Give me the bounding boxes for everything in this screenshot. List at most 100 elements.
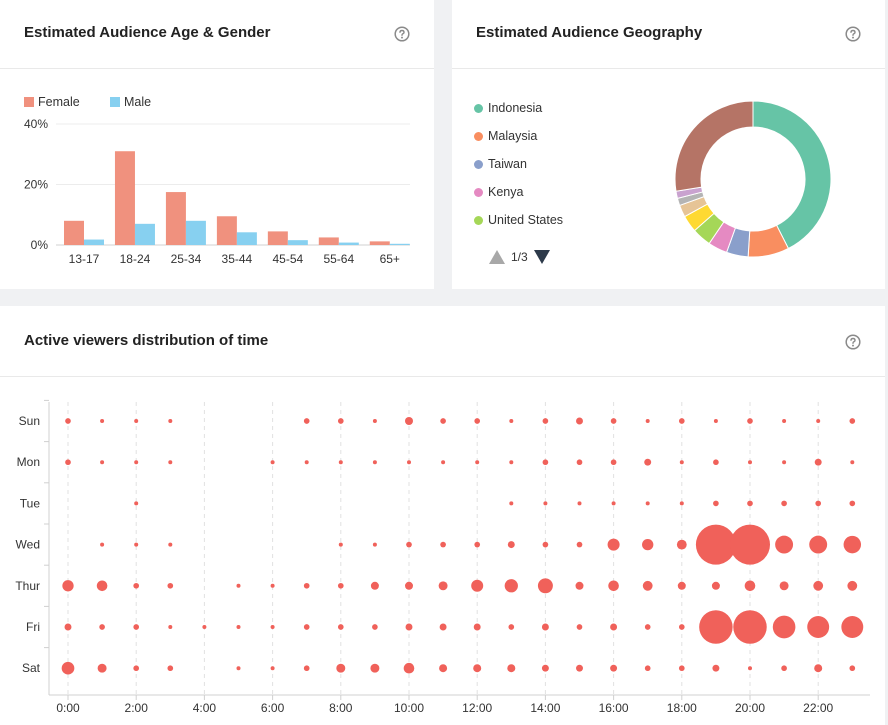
bubble-mon-22[interactable]: [814, 458, 822, 466]
bubble-sat-18[interactable]: [678, 665, 685, 672]
triangle-up-icon[interactable]: [489, 250, 505, 264]
bubble-sat-23[interactable]: [849, 665, 856, 672]
legend-item[interactable]: Taiwan: [474, 150, 563, 178]
bubble-mon-2[interactable]: [134, 460, 139, 465]
bubble-tue-15[interactable]: [577, 501, 582, 506]
bubble-fri-5[interactable]: [236, 625, 241, 629]
bubble-sat-2[interactable]: [133, 665, 140, 672]
bubble-thur-21[interactable]: [779, 581, 789, 591]
bubble-mon-14[interactable]: [542, 459, 549, 466]
bubble-mon-0[interactable]: [65, 459, 71, 466]
bubble-sun-20[interactable]: [747, 418, 753, 424]
legend-item[interactable]: Kenya: [474, 178, 563, 206]
bubble-wed-20[interactable]: [730, 524, 770, 565]
bubble-fri-14[interactable]: [541, 623, 549, 631]
question-circle-icon[interactable]: [845, 26, 861, 42]
legend-item[interactable]: Indonesia: [474, 94, 563, 122]
donut-slice[interactable]: [674, 100, 754, 192]
bubble-sat-19[interactable]: [712, 664, 720, 672]
legend-swatch-male[interactable]: [110, 97, 120, 107]
bubble-mon-21[interactable]: [782, 460, 787, 465]
bubble-sun-17[interactable]: [645, 419, 650, 423]
bubble-fri-6[interactable]: [270, 625, 275, 629]
bubble-mon-13[interactable]: [509, 460, 514, 465]
bubble-sun-3[interactable]: [168, 419, 173, 423]
bubble-sun-18[interactable]: [678, 418, 685, 424]
bar-male-18-24[interactable]: [134, 223, 155, 245]
bubble-fri-7[interactable]: [303, 624, 310, 630]
bubble-sat-9[interactable]: [370, 663, 380, 673]
bubble-thur-1[interactable]: [96, 580, 108, 592]
bubble-thur-9[interactable]: [370, 581, 379, 590]
bubble-fri-2[interactable]: [133, 624, 140, 630]
bubble-fri-22[interactable]: [807, 616, 830, 638]
bubble-sun-23[interactable]: [849, 418, 856, 424]
bubble-mon-1[interactable]: [100, 460, 105, 465]
bubble-thur-3[interactable]: [167, 582, 174, 589]
bar-female-55-64[interactable]: [318, 237, 339, 245]
bubble-fri-23[interactable]: [841, 616, 864, 638]
bubble-tue-19[interactable]: [713, 500, 719, 507]
bubble-sun-1[interactable]: [100, 419, 105, 423]
bubble-wed-10[interactable]: [406, 541, 412, 548]
bubble-fri-16[interactable]: [610, 623, 618, 631]
bubble-fri-21[interactable]: [772, 615, 796, 639]
bubble-sun-8[interactable]: [337, 418, 344, 424]
bubble-sat-13[interactable]: [507, 664, 516, 673]
bubble-sun-13[interactable]: [509, 419, 514, 423]
bubble-mon-16[interactable]: [610, 459, 617, 466]
bubble-wed-9[interactable]: [372, 542, 377, 547]
bubble-wed-2[interactable]: [134, 542, 139, 547]
legend-item[interactable]: United States: [474, 206, 563, 234]
bubble-fri-8[interactable]: [337, 624, 344, 630]
bubble-thur-18[interactable]: [677, 581, 686, 590]
bubble-sun-22[interactable]: [816, 419, 821, 423]
bubble-mon-3[interactable]: [168, 460, 173, 465]
bubble-sat-15[interactable]: [576, 664, 583, 672]
bubble-sat-10[interactable]: [403, 662, 415, 674]
bubble-mon-12[interactable]: [475, 460, 480, 465]
bubble-sun-19[interactable]: [713, 419, 718, 423]
bubble-sun-2[interactable]: [134, 419, 139, 423]
donut-slice[interactable]: [752, 100, 832, 250]
bubble-fri-17[interactable]: [644, 624, 651, 630]
bar-male-25-34[interactable]: [185, 220, 206, 245]
bar-female-13-17[interactable]: [64, 220, 84, 245]
bubble-wed-16[interactable]: [607, 538, 620, 551]
bar-female-65+[interactable]: [369, 241, 390, 245]
bubble-thur-23[interactable]: [847, 580, 858, 591]
question-circle-icon[interactable]: [845, 334, 861, 350]
bubble-wed-1[interactable]: [100, 542, 105, 547]
bubble-wed-15[interactable]: [576, 541, 583, 548]
bubble-sat-22[interactable]: [814, 664, 823, 673]
bubble-mon-15[interactable]: [576, 459, 583, 466]
bubble-sat-21[interactable]: [781, 665, 787, 672]
bar-female-45-54[interactable]: [267, 231, 288, 245]
bubble-sat-0[interactable]: [61, 661, 75, 675]
bubble-wed-11[interactable]: [440, 541, 446, 548]
bubble-wed-8[interactable]: [338, 542, 343, 547]
bubble-fri-3[interactable]: [168, 625, 173, 629]
bubble-mon-6[interactable]: [270, 460, 275, 465]
bubble-thur-0[interactable]: [62, 580, 74, 592]
bar-male-55-64[interactable]: [338, 242, 359, 245]
bubble-mon-11[interactable]: [441, 460, 446, 465]
bubble-sun-14[interactable]: [542, 418, 549, 424]
bubble-thur-15[interactable]: [575, 581, 584, 590]
bubble-wed-3[interactable]: [168, 542, 173, 547]
bubble-fri-0[interactable]: [64, 623, 72, 631]
bubble-sun-21[interactable]: [782, 419, 787, 423]
bubble-wed-19[interactable]: [695, 524, 736, 565]
bubble-thur-13[interactable]: [504, 579, 518, 593]
bubble-sat-8[interactable]: [336, 663, 346, 673]
bubble-wed-18[interactable]: [676, 539, 687, 550]
bubble-mon-17[interactable]: [644, 458, 652, 466]
bubble-wed-23[interactable]: [843, 535, 862, 554]
bubble-sat-1[interactable]: [97, 663, 107, 673]
bubble-thur-20[interactable]: [744, 580, 756, 592]
bubble-sat-20[interactable]: [748, 666, 752, 671]
bubble-sat-5[interactable]: [236, 666, 241, 671]
bubble-fri-15[interactable]: [576, 624, 583, 630]
bubble-tue-21[interactable]: [781, 500, 787, 507]
bubble-sat-17[interactable]: [644, 665, 651, 672]
